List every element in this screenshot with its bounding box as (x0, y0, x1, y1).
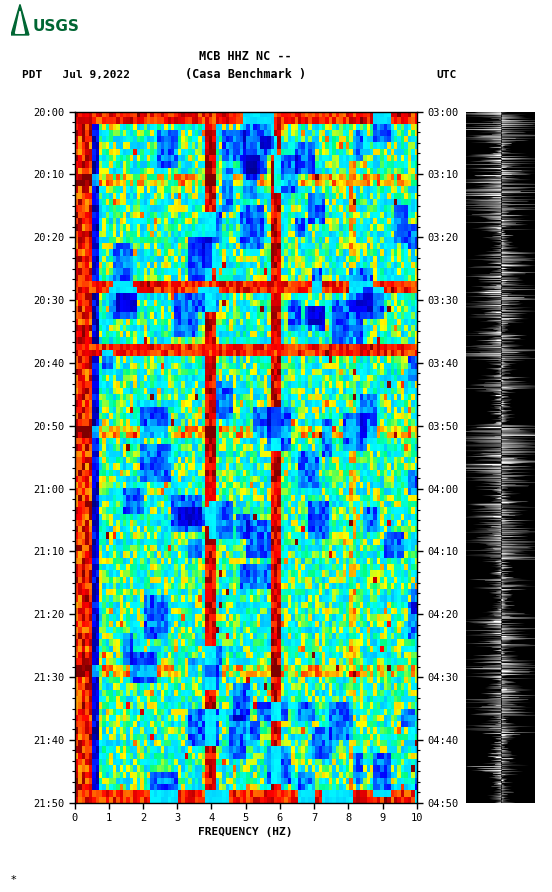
Text: MCB HHZ NC --: MCB HHZ NC -- (199, 50, 292, 62)
Polygon shape (11, 4, 29, 35)
Polygon shape (15, 12, 24, 33)
Text: (Casa Benchmark ): (Casa Benchmark ) (185, 69, 306, 81)
Text: UTC: UTC (436, 70, 457, 80)
Text: USGS: USGS (33, 19, 80, 34)
Text: *: * (11, 875, 17, 885)
X-axis label: FREQUENCY (HZ): FREQUENCY (HZ) (198, 828, 293, 838)
Text: PDT   Jul 9,2022: PDT Jul 9,2022 (22, 70, 130, 80)
